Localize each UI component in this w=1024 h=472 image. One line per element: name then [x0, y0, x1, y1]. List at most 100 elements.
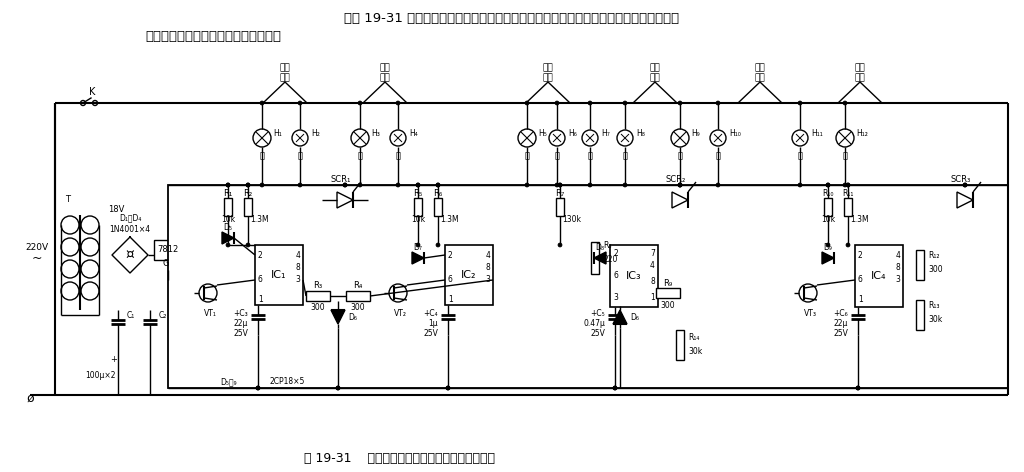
Bar: [224, 198, 232, 216]
Circle shape: [588, 183, 592, 187]
Text: 图 19-31    交通路口红绿灯自动控制器电路（一）: 图 19-31 交通路口红绿灯自动控制器电路（一）: [304, 452, 496, 464]
Circle shape: [613, 386, 617, 390]
Text: H₃: H₃: [371, 129, 380, 138]
Text: 1: 1: [858, 295, 863, 304]
Text: 300: 300: [928, 265, 943, 275]
Text: 4: 4: [650, 261, 655, 270]
Text: D₁～D₄: D₁～D₄: [119, 213, 141, 222]
Circle shape: [798, 101, 802, 105]
Text: T: T: [66, 195, 71, 204]
Text: +C₃: +C₃: [233, 309, 248, 318]
Text: R₁₀: R₁₀: [822, 188, 834, 197]
Circle shape: [81, 260, 99, 278]
Circle shape: [246, 183, 250, 187]
Circle shape: [226, 183, 230, 187]
Text: 1: 1: [258, 295, 263, 304]
Circle shape: [446, 386, 450, 390]
Circle shape: [518, 129, 536, 147]
Circle shape: [798, 183, 802, 187]
Circle shape: [416, 183, 420, 187]
Circle shape: [836, 129, 854, 147]
Bar: [346, 291, 370, 301]
Text: 130k: 130k: [562, 216, 581, 225]
Text: 7: 7: [650, 248, 655, 258]
Text: D₉: D₉: [823, 244, 833, 253]
Circle shape: [61, 216, 79, 234]
Bar: [255, 245, 303, 305]
Text: 绿: 绿: [716, 152, 721, 160]
Text: 30k: 30k: [928, 315, 942, 325]
Circle shape: [555, 101, 559, 105]
Text: 黄: 黄: [524, 152, 529, 160]
Text: SCR₁: SCR₁: [331, 176, 351, 185]
Text: 10k: 10k: [411, 216, 425, 225]
Bar: [306, 291, 330, 301]
Text: IC₂: IC₂: [461, 270, 477, 280]
Text: 6: 6: [858, 276, 863, 285]
Text: 1μ: 1μ: [428, 319, 438, 328]
Circle shape: [846, 243, 850, 247]
Bar: [676, 330, 684, 360]
Circle shape: [716, 101, 720, 105]
Circle shape: [343, 183, 347, 187]
Text: 0.47μ: 0.47μ: [583, 319, 605, 328]
Text: 1: 1: [449, 295, 453, 304]
Circle shape: [588, 101, 592, 105]
Text: 22μ: 22μ: [834, 319, 848, 328]
Text: H₇: H₇: [601, 129, 609, 138]
Circle shape: [846, 183, 850, 187]
Text: 南北
路口: 南北 路口: [280, 63, 291, 83]
Circle shape: [826, 183, 830, 187]
Bar: [610, 245, 658, 307]
Polygon shape: [957, 192, 973, 208]
Circle shape: [351, 129, 369, 147]
Circle shape: [623, 101, 627, 105]
Text: 东西
路口: 东西 路口: [649, 63, 660, 83]
Circle shape: [846, 183, 850, 187]
Circle shape: [61, 260, 79, 278]
Text: +: +: [111, 355, 117, 364]
Circle shape: [792, 130, 808, 146]
Text: ¤: ¤: [126, 248, 134, 262]
Bar: [244, 198, 252, 216]
Text: 3: 3: [613, 293, 617, 302]
Text: H₁₁: H₁₁: [811, 129, 822, 138]
Polygon shape: [412, 252, 424, 264]
Text: R₉: R₉: [664, 278, 673, 287]
Text: R₆: R₆: [433, 188, 442, 197]
Text: 3: 3: [895, 276, 900, 285]
Bar: [434, 198, 442, 216]
Circle shape: [81, 101, 85, 106]
Text: 黄: 黄: [623, 152, 628, 160]
Circle shape: [856, 386, 860, 390]
Circle shape: [671, 129, 689, 147]
Text: D₇: D₇: [414, 244, 423, 253]
Text: 100μ×2: 100μ×2: [85, 371, 116, 379]
Bar: [916, 300, 924, 330]
Text: 东西
路口: 东西 路口: [755, 63, 765, 83]
Text: 绿: 绿: [298, 152, 302, 160]
Text: 22μ: 22μ: [233, 319, 248, 328]
Circle shape: [199, 284, 217, 302]
Circle shape: [253, 129, 271, 147]
Text: 东西
路口: 东西 路口: [380, 63, 390, 83]
Bar: [168, 185, 1008, 388]
Circle shape: [260, 101, 264, 105]
Circle shape: [436, 183, 440, 187]
Text: R₃: R₃: [313, 281, 323, 290]
Circle shape: [396, 101, 400, 105]
Polygon shape: [331, 310, 345, 324]
Text: 3: 3: [295, 276, 300, 285]
Circle shape: [358, 101, 362, 105]
Circle shape: [826, 243, 830, 247]
Text: D₅～₉: D₅～₉: [220, 378, 237, 387]
Bar: [855, 245, 903, 307]
Circle shape: [436, 183, 440, 187]
Text: R₇: R₇: [555, 188, 564, 197]
Circle shape: [358, 183, 362, 187]
Text: R₄: R₄: [353, 281, 362, 290]
Text: 绿: 绿: [259, 152, 264, 160]
Text: 8: 8: [485, 262, 490, 271]
Text: 6: 6: [258, 276, 263, 285]
Text: 25V: 25V: [423, 329, 438, 337]
